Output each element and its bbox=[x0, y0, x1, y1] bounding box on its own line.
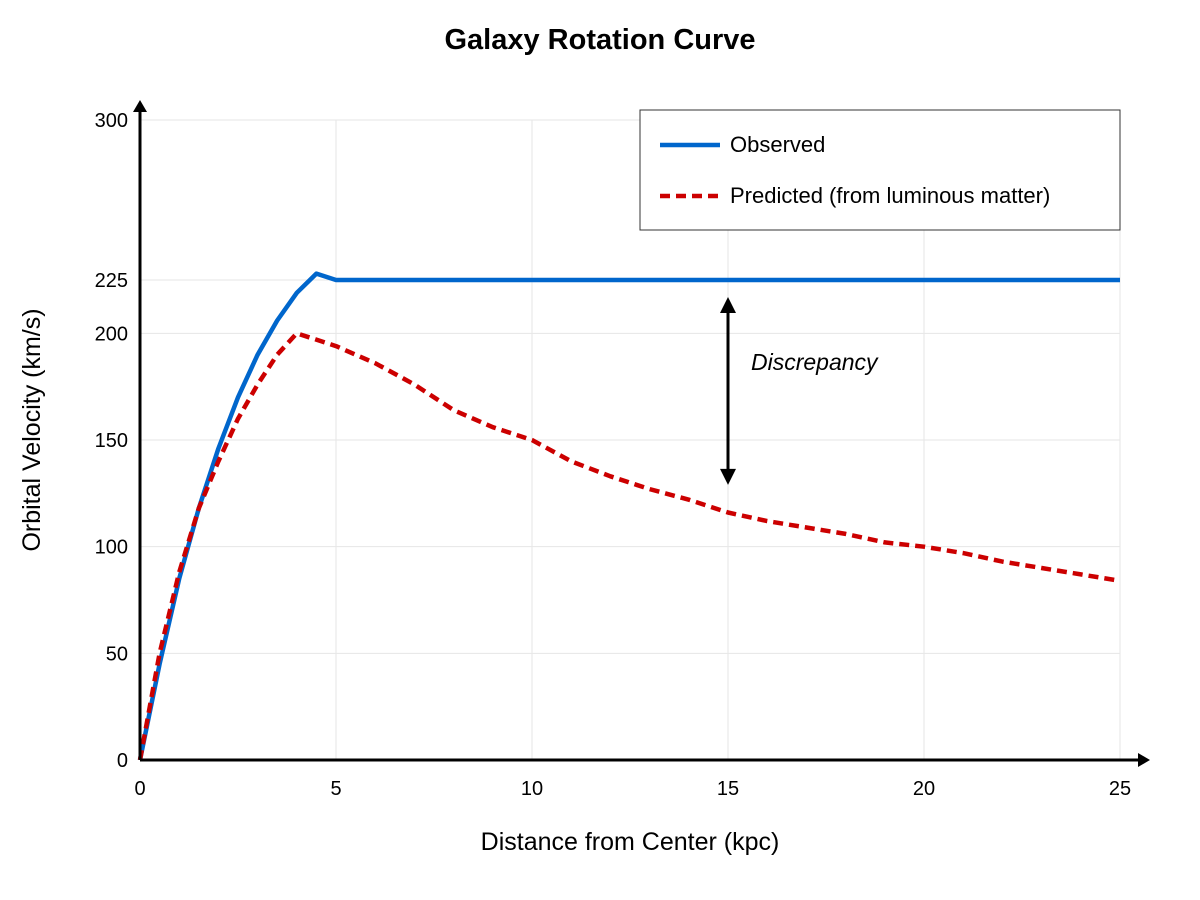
legend-label-predicted: Predicted (from luminous matter) bbox=[730, 183, 1050, 208]
y-axis-label: Orbital Velocity (km/s) bbox=[18, 308, 46, 551]
tick-labels: 0 5 10 15 20 25 0 50 100 150 200 225 300 bbox=[95, 110, 1132, 800]
x-tick-label-15: 15 bbox=[717, 778, 739, 800]
y-tick-label-0: 0 bbox=[117, 750, 128, 772]
series-line-observed bbox=[137, 271, 1120, 761]
x-tick-label-25: 25 bbox=[1109, 778, 1131, 800]
chart-title: Galaxy Rotation Curve bbox=[444, 24, 755, 56]
y-axis-arrow-icon bbox=[133, 100, 147, 112]
y-tick-label-100: 100 bbox=[95, 537, 128, 559]
legend-label-observed: Observed bbox=[730, 132, 825, 157]
discrepancy-annotation: Discrepancy bbox=[720, 297, 879, 485]
axes bbox=[133, 100, 1150, 767]
series-layer bbox=[137, 271, 1121, 761]
y-tick-label-300: 300 bbox=[95, 110, 128, 132]
x-tick-label-10: 10 bbox=[521, 778, 543, 800]
arrow-down-icon bbox=[720, 468, 736, 485]
series-line-predicted bbox=[137, 331, 1121, 761]
y-tick-label-225: 225 bbox=[95, 270, 128, 292]
x-axis-arrow-icon bbox=[1138, 753, 1150, 767]
y-tick-label-200: 200 bbox=[95, 323, 128, 345]
legend: Observed Predicted (from luminous matter… bbox=[639, 109, 1121, 231]
y-tick-label-50: 50 bbox=[106, 643, 128, 665]
x-tick-label-0: 0 bbox=[134, 778, 145, 800]
x-tick-label-20: 20 bbox=[913, 778, 935, 800]
x-tick-label-5: 5 bbox=[330, 778, 341, 800]
legend-box bbox=[639, 109, 1121, 231]
arrow-up-icon bbox=[720, 297, 736, 313]
x-axis-label: Distance from Center (kpc) bbox=[481, 828, 780, 856]
y-tick-label-150: 150 bbox=[95, 430, 128, 452]
annotation-text: Discrepancy bbox=[751, 349, 879, 375]
